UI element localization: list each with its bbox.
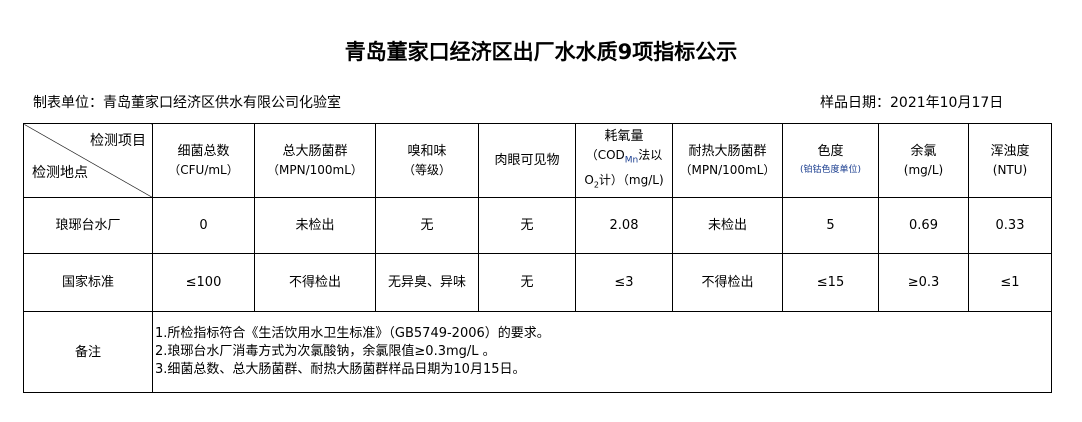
value-cell: 0.69 <box>878 197 969 254</box>
col-header: 嗅和味 （等级） <box>375 123 479 198</box>
table-row: 国家标准 ≤100 不得检出 无异臭、异味 无 ≤3 不得检出 ≤15 ≥0.3… <box>23 253 1052 312</box>
value-cell: 无异臭、异味 <box>375 253 479 312</box>
value-cell: 无 <box>478 197 576 254</box>
page-title: 青岛董家口经济区出厂水水质9项指标公示 <box>344 40 738 64</box>
col-header: 耗氧量 （CODMn法以 O2计）（mg/L) <box>575 123 673 198</box>
value-cell: ≤3 <box>575 253 673 312</box>
header-row: 检测项目 检测地点 细菌总数 （CFU/mL） 总大肠菌群 （MPN/100mL） 嗅… <box>23 123 1052 198</box>
site-label: 检测地点 <box>32 165 88 181</box>
site-cell: 琅琊台水厂 <box>23 197 153 254</box>
value-cell: 未检出 <box>672 197 783 254</box>
value-cell: ≤100 <box>152 253 255 312</box>
remarks-content: 1.所检指标符合《生活饮用水卫生标准》（GB5749-2006）的要求。 2.琅… <box>152 311 1052 393</box>
table-row: 琅琊台水厂 0 未检出 无 无 2.08 未检出 5 0.69 0.33 <box>23 197 1052 254</box>
col-header: 细菌总数 （CFU/mL） <box>152 123 255 198</box>
col-header: 余氯 (mg/L) <box>878 123 969 198</box>
col-header: 总大肠菌群 （MPN/100mL） <box>254 123 376 198</box>
sample-date: 样品日期：2021年10月17日 <box>820 95 1004 111</box>
remark-line: 2.琅琊台水厂消毒方式为次氯酸钠，余氯限值≥0.3mg/L 。 <box>155 344 496 359</box>
value-cell: 0 <box>152 197 255 254</box>
corner-header: 检测项目 检测地点 <box>23 123 153 198</box>
water-quality-table: 检测项目 检测地点 细菌总数 （CFU/mL） 总大肠菌群 （MPN/100mL） 嗅… <box>23 123 1052 393</box>
value-cell: 未检出 <box>254 197 376 254</box>
issuing-unit: 制表单位：青岛董家口经济区供水有限公司化验室 <box>33 95 341 111</box>
value-cell: ≥0.3 <box>878 253 969 312</box>
value-cell: 无 <box>375 197 479 254</box>
remarks-row: 备注 1.所检指标符合《生活饮用水卫生标准》（GB5749-2006）的要求。 … <box>23 311 1052 393</box>
site-cell: 国家标准 <box>23 253 153 312</box>
value-cell: 无 <box>478 253 576 312</box>
col-header: 耐热大肠菌群 （MPN/100mL） <box>672 123 783 198</box>
col-header: 色度 (铂钴色度单位) <box>782 123 879 198</box>
value-cell: 0.33 <box>968 197 1052 254</box>
value-cell: 不得检出 <box>672 253 783 312</box>
value-cell: ≤1 <box>968 253 1052 312</box>
col-header: 肉眼可见物 <box>478 123 576 198</box>
col-header: 浑浊度 (NTU) <box>968 123 1052 198</box>
item-label: 检测项目 <box>90 133 146 149</box>
value-cell: 2.08 <box>575 197 673 254</box>
value-cell: 5 <box>782 197 879 254</box>
value-cell: 不得检出 <box>254 253 376 312</box>
remarks-label: 备注 <box>23 311 153 393</box>
value-cell: ≤15 <box>782 253 879 312</box>
remark-line: 1.所检指标符合《生活饮用水卫生标准》（GB5749-2006）的要求。 <box>155 326 550 341</box>
remark-line: 3.细菌总数、总大肠菌群、耐热大肠菌群样品日期为10月15日。 <box>155 362 526 377</box>
